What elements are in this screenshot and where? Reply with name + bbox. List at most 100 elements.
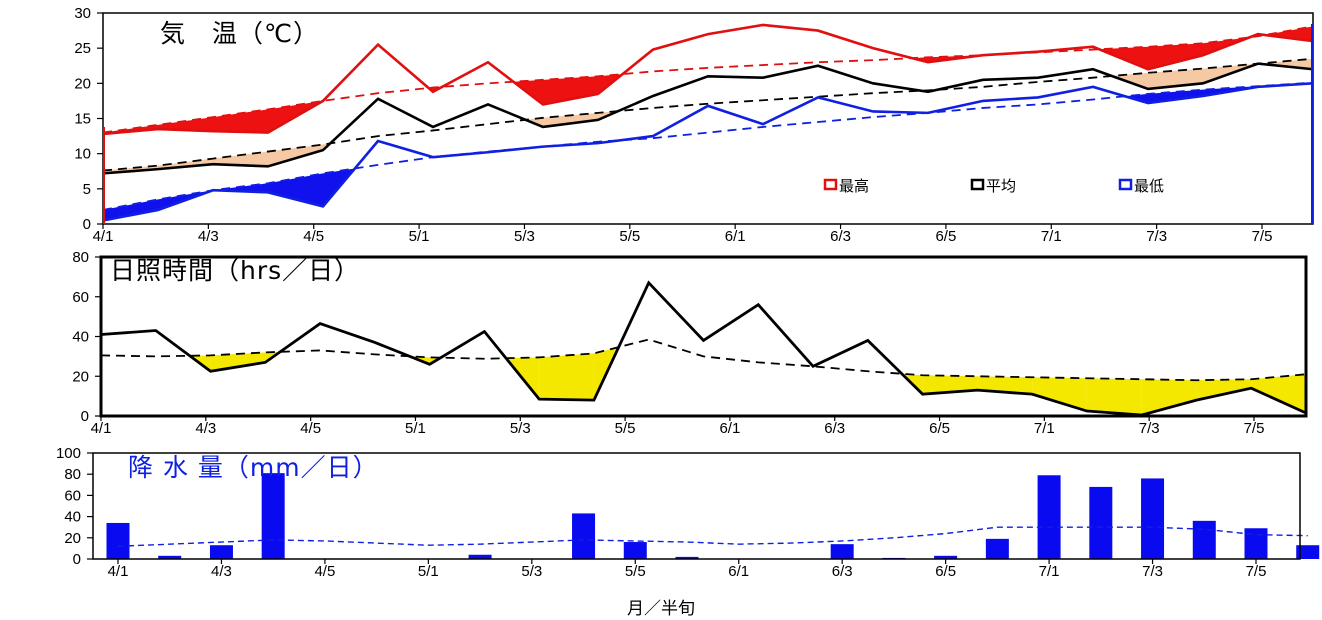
- precip-bar: [158, 555, 182, 559]
- precip-bar: [261, 473, 285, 559]
- sunshine-ytick-label: 40: [72, 329, 89, 346]
- sunshine-below-normal-fill: [539, 353, 594, 401]
- precip-bar: [675, 556, 699, 559]
- precip-xtick-label: 7/1: [1039, 563, 1060, 580]
- x-axis-title: 月／半旬: [627, 599, 695, 619]
- max-temp-line: [102, 23, 1314, 136]
- sunshine-title: 日照時間（hrs／日）: [110, 256, 360, 285]
- legend-max-label: 最高: [839, 177, 869, 195]
- temp-xtick-label: 7/3: [1146, 228, 1167, 245]
- max-below-normal-fill: [158, 117, 213, 132]
- precip-bar: [830, 544, 854, 559]
- precip-xtick-label: 6/1: [728, 563, 749, 580]
- legend-min-swatch: [1118, 178, 1133, 191]
- sunshine-ytick-label: 80: [72, 249, 89, 266]
- precip-bar: [1089, 486, 1113, 559]
- precip-xtick-label: 4/5: [314, 563, 335, 580]
- temp-xtick-label: 7/1: [1041, 228, 1062, 245]
- sunshine-xtick-label: 7/5: [1244, 420, 1265, 437]
- precip-bar: [468, 554, 492, 559]
- precip-xtick-label: 4/1: [108, 563, 129, 580]
- temperature-title: 気 温（℃）: [160, 19, 319, 48]
- temp-xtick-label: 4/3: [198, 228, 219, 245]
- precip-bar: [1141, 478, 1165, 559]
- sunshine-xtick-label: 5/5: [615, 420, 636, 437]
- temp-xtick-label: 6/3: [830, 228, 851, 245]
- sunshine-below-normal-fill: [1196, 379, 1252, 401]
- precip-bar: [985, 538, 1009, 559]
- max-below-normal-fill: [1264, 26, 1313, 42]
- precip-bar: [934, 555, 958, 559]
- precip-ytick-label: 100: [56, 445, 81, 462]
- precip-xtick-label: 6/3: [832, 563, 853, 580]
- precip-ytick-label: 20: [64, 530, 81, 547]
- mean-below-normal-fill: [213, 151, 268, 167]
- precipitation-title: 降 水 量（mm／日）: [128, 453, 379, 482]
- precip-xtick-label: 7/5: [1246, 563, 1267, 580]
- temp-xtick-label: 4/1: [93, 228, 114, 245]
- mean-temp-line: [102, 62, 1314, 175]
- sunshine-xtick-label: 5/1: [405, 420, 426, 437]
- legend-mean-swatch: [970, 178, 985, 191]
- sunshine-xtick-label: 6/1: [719, 420, 740, 437]
- sunshine-xtick-label: 6/3: [824, 420, 845, 437]
- sunshine-ytick-label: 20: [72, 368, 89, 385]
- precip-normal-line: [117, 526, 1308, 547]
- precip-xtick-label: 5/3: [521, 563, 542, 580]
- temp-xtick-label: 4/5: [303, 228, 324, 245]
- precip-bar: [106, 522, 130, 559]
- legend-mean-label: 平均: [986, 177, 1016, 195]
- temp-ytick-label: 5: [83, 181, 91, 198]
- sunshine-xtick-label: 7/3: [1139, 420, 1160, 437]
- sunshine-xtick-label: 4/1: [91, 420, 112, 437]
- sunshine-normal-line: [100, 338, 1307, 382]
- sunshine-xtick-label: 5/3: [510, 420, 531, 437]
- sunshine-xtick-label: 4/5: [300, 420, 321, 437]
- sunshine-panel: 0 20 40 60 80 4/1 4/3 4/5 5/1 5/3 5/5 6/1 6/3 6/5 7/1 7…: [72, 249, 1308, 437]
- precip-ytick-label: 40: [64, 509, 81, 526]
- precip-bar: [209, 545, 233, 559]
- temp-xtick-label: 6/5: [935, 228, 956, 245]
- max-normal-line: [102, 25, 1314, 134]
- min-below-normal-fill: [103, 199, 158, 221]
- precip-bar: [1244, 528, 1268, 559]
- mean-below-normal-fill: [543, 112, 598, 127]
- sunshine-below-normal-fill: [922, 375, 978, 395]
- precip-xtick-label: 5/5: [625, 563, 646, 580]
- temp-ytick-label: 25: [74, 40, 91, 57]
- legend-max-swatch: [823, 178, 838, 191]
- precip-bar: [1296, 545, 1320, 559]
- temperature-panel: 0 5 10 15 20 25 30 4/1 4/3 4/5 5/1 5/3 5/5 6/1 6/3 6/5 7…: [74, 5, 1314, 245]
- precip-ytick-label: 60: [64, 487, 81, 504]
- precip-bar: [1192, 520, 1216, 559]
- temp-ytick-label: 15: [74, 111, 91, 128]
- precip-xtick-label: 6/5: [935, 563, 956, 580]
- sunshine-below-normal-fill: [1032, 377, 1087, 412]
- temp-ytick-label: 20: [74, 75, 91, 92]
- precip-bar: [623, 542, 647, 559]
- temp-xtick-label: 7/5: [1252, 228, 1273, 245]
- sunshine-below-normal-fill: [977, 376, 1033, 395]
- precip-bar: [572, 513, 596, 559]
- precip-ytick-label: 80: [64, 466, 81, 483]
- precip-bar: [1037, 475, 1061, 559]
- mean-below-normal-fill: [268, 144, 323, 167]
- legend: 最高 平均 最低: [823, 177, 1164, 195]
- temp-ytick-label: 0: [83, 216, 91, 233]
- temp-ytick-label: 30: [74, 5, 91, 22]
- temp-xtick-label: 6/1: [725, 228, 746, 245]
- sunshine-xtick-label: 6/5: [929, 420, 950, 437]
- sunshine-ytick-label: 60: [72, 289, 89, 306]
- sunshine-line: [100, 280, 1307, 417]
- precip-frame: [92, 452, 1301, 560]
- sunshine-xtick-label: 7/1: [1034, 420, 1055, 437]
- sunshine-below-normal-fill: [210, 352, 266, 372]
- precip-xtick-label: 5/1: [418, 563, 439, 580]
- precip-ytick-label: 0: [73, 551, 81, 568]
- temp-xtick-label: 5/5: [619, 228, 640, 245]
- temp-xtick-label: 5/1: [409, 228, 430, 245]
- precipitation-panel: 0 20 40 60 80 100 4/1 4/3 4/5 5/1 5/3 5/5 6/1 6/3 6/5 7…: [56, 445, 1320, 580]
- min-temp-line: [102, 82, 1314, 222]
- temp-ytick-label: 10: [74, 146, 91, 163]
